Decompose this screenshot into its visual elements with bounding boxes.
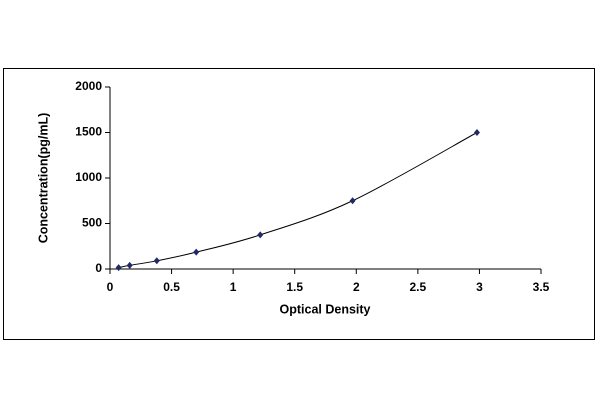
chart-frame bbox=[3, 68, 595, 340]
x-tick-label: 2.5 bbox=[410, 280, 427, 294]
y-tick-label: 1500 bbox=[75, 125, 102, 139]
x-tick-label: 1 bbox=[230, 280, 237, 294]
y-tick-label: 0 bbox=[95, 261, 102, 275]
y-tick-label: 1000 bbox=[75, 170, 102, 184]
point bbox=[193, 248, 200, 256]
x-axis-title: Optical Density bbox=[280, 302, 371, 316]
point bbox=[473, 129, 480, 136]
x-tick-label: 0.5 bbox=[163, 280, 180, 294]
x-tick-label: 0 bbox=[107, 280, 114, 294]
point bbox=[257, 231, 264, 239]
y-axis-title: Concentration(pg/mL) bbox=[36, 113, 50, 244]
y-tick-label: 500 bbox=[82, 216, 102, 230]
point bbox=[153, 257, 160, 265]
point bbox=[349, 197, 356, 205]
x-tick-label: 2 bbox=[353, 280, 360, 294]
point bbox=[126, 261, 133, 269]
x-tick-label: 1.5 bbox=[286, 280, 303, 294]
y-tick-label: 2000 bbox=[75, 79, 102, 93]
point bbox=[115, 264, 122, 272]
x-tick-label: 3 bbox=[476, 280, 483, 294]
x-tick-label: 3.5 bbox=[533, 280, 550, 294]
